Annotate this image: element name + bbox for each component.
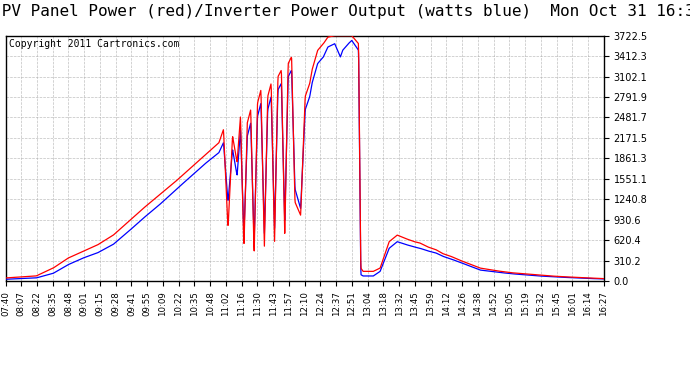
Text: Copyright 2011 Cartronics.com: Copyright 2011 Cartronics.com	[8, 39, 179, 49]
Text: Total PV Panel Power (red)/Inverter Power Output (watts blue)  Mon Oct 31 16:35: Total PV Panel Power (red)/Inverter Powe…	[0, 4, 690, 19]
